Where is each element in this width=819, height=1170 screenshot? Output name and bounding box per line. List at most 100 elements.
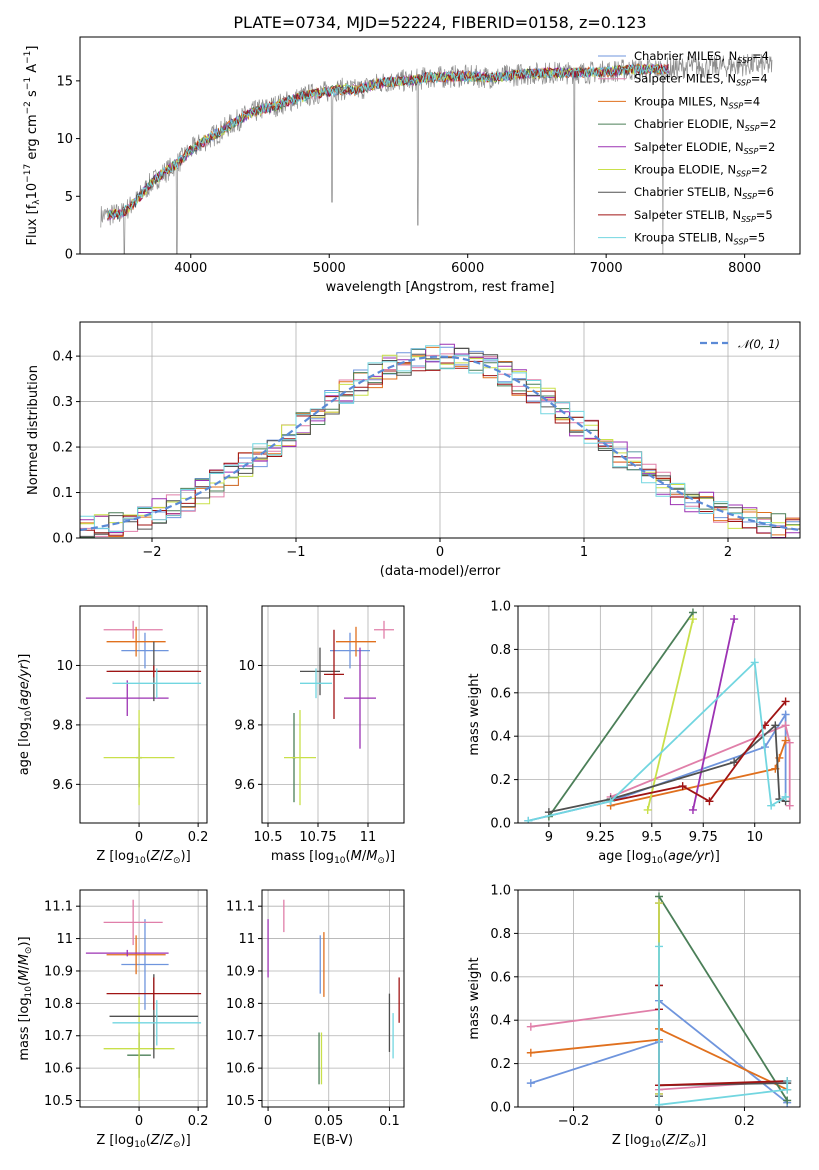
weight-marker [688, 615, 697, 624]
x-tick-label: −1 [286, 545, 305, 560]
y-tick-label: 10 [56, 132, 73, 147]
weight-line [548, 723, 786, 813]
y-tick-label: 0.8 [490, 927, 511, 942]
y-tick-label: 0.4 [490, 730, 511, 745]
x-tick-label: −2 [142, 545, 161, 560]
weight-marker [705, 797, 714, 806]
plot-massweight-vs-Z: −0.2 0 0.2 0.0 0.2 0.4 0.6 0.8 1.0 Z [log10(Z/Z⊙)… [467, 884, 801, 1150]
x-tick-label: 0 [436, 545, 444, 560]
data-point [330, 632, 370, 669]
spectrum-model-line [107, 63, 669, 221]
y-tick-label: 10.8 [226, 997, 255, 1012]
data-point [374, 620, 394, 639]
x-axis-label: Z [log10(Z/Z⊙)] [96, 1133, 190, 1150]
spectrum-model-line [107, 63, 669, 220]
plot-mass-vs-EBV: 0 0.05 0.1 10.5 10.6 10.7 10.8 10.9 11 11.1 E(B-V) [226, 889, 405, 1148]
weight-marker [781, 721, 790, 730]
data-point [121, 919, 169, 1010]
y-tick-label: 0.2 [52, 441, 73, 456]
data-point [85, 949, 169, 957]
data-point [121, 632, 169, 669]
weight-marker [783, 1096, 792, 1105]
weight-marker [730, 615, 739, 624]
plot-area [80, 343, 800, 538]
y-tick-label: 9.6 [234, 778, 255, 793]
y-axis-label: mass [log10(M/M⊙)] [17, 936, 34, 1060]
weight-marker [781, 736, 790, 745]
y-tick-label: 10.5 [44, 1094, 73, 1109]
histogram-legend: 𝒩(0, 1) [700, 337, 780, 351]
y-tick-label: 10.9 [226, 964, 255, 979]
y-tick-label: 0.1 [52, 486, 73, 501]
weight-marker [781, 710, 790, 719]
x-tick-label: 0 [135, 830, 143, 845]
histogram-step [80, 345, 800, 538]
axes-frame [79, 605, 208, 824]
x-tick-label: 1 [580, 545, 588, 560]
grid [262, 606, 404, 823]
y-axis-label: mass weight [467, 957, 482, 1039]
legend-label: 𝒩(0, 1) [738, 337, 780, 351]
x-tick-label: 2 [724, 545, 732, 560]
legend-label: Salpeter ELODIE, NSSP=2 [634, 140, 775, 156]
y-tick-label: 10.8 [44, 997, 73, 1012]
y-tick-label: 0.2 [490, 1057, 511, 1072]
data-point [112, 1000, 202, 1046]
x-tick-label: 4000 [174, 261, 207, 276]
x-tick-label: 9.25 [586, 830, 615, 845]
legend-label: Chabrier MILES, NSSP=4 [634, 49, 769, 65]
x-tick-label: 9 [545, 830, 553, 845]
weight-line [692, 618, 735, 811]
weight-marker [688, 805, 697, 814]
spectrum-model-line [107, 63, 669, 221]
grid [80, 606, 207, 823]
weight-marker [526, 1048, 535, 1057]
x-tick-label: 9.5 [641, 830, 662, 845]
weight-line [610, 724, 791, 806]
axes-frame [261, 889, 405, 1108]
x-axis-label: age [log10(age/yr)] [598, 849, 720, 866]
plot-massweight-vs-age: 9 9.25 9.5 9.75 10 0.0 0.2 0.4 0.6 0.8 1.0 age [log… [467, 600, 801, 866]
weight-marker [783, 1085, 792, 1094]
spectrum-legend: Chabrier MILES, NSSP=4 Salpeter MILES, NS… [598, 49, 776, 247]
y-tick-label: 0.0 [490, 1101, 511, 1116]
x-axis-label: wavelength [Angstrom, rest frame] [326, 280, 555, 295]
y-tick-label: 10 [238, 659, 255, 674]
data-point [106, 935, 166, 975]
normal-curve [80, 355, 800, 532]
axes-frame [79, 889, 208, 1108]
plot-area [524, 608, 794, 823]
y-tick-label: 11 [56, 932, 73, 947]
plot-residual-histogram: −2 −1 0 1 2 0.0 0.1 0.2 0.3 0.4 (data-model)/error… [26, 321, 801, 579]
data-point [106, 665, 202, 678]
x-tick-label: 0.2 [188, 1114, 209, 1129]
x-axis-label: Z [log10(Z/Z⊙)] [96, 849, 190, 866]
weight-marker [771, 721, 780, 730]
x-tick-label: 10.5 [254, 830, 283, 845]
y-tick-label: 9.8 [234, 718, 255, 733]
plot-area [85, 620, 202, 806]
weight-marker [781, 792, 790, 801]
y-tick-label: 0.6 [490, 686, 511, 701]
data-point [106, 977, 202, 1010]
plot-area [85, 899, 202, 1101]
x-tick-label: 10.75 [299, 830, 336, 845]
x-axis-label: (data-model)/error [380, 564, 501, 579]
weight-marker [655, 1100, 663, 1107]
plot-mass-vs-Z: 0 0.2 10.5 10.6 10.7 10.8 10.9 11 11.1 Z [log10(Z… [17, 889, 209, 1150]
weight-marker [526, 1079, 535, 1088]
x-tick-label: 0 [135, 1114, 143, 1129]
weight-marker [730, 758, 739, 767]
spectrum-model-line [107, 63, 669, 220]
data-point [284, 710, 316, 806]
axes-frame [517, 605, 801, 824]
y-axis-label: mass weight [467, 673, 482, 755]
weight-marker [785, 801, 794, 810]
y-tick-label: 0.0 [490, 817, 511, 832]
plot-area [526, 892, 792, 1107]
y-tick-label: 10.7 [226, 1029, 255, 1044]
weight-marker [750, 658, 759, 667]
y-tick-label: 9.8 [52, 718, 73, 733]
data-point [300, 647, 340, 696]
